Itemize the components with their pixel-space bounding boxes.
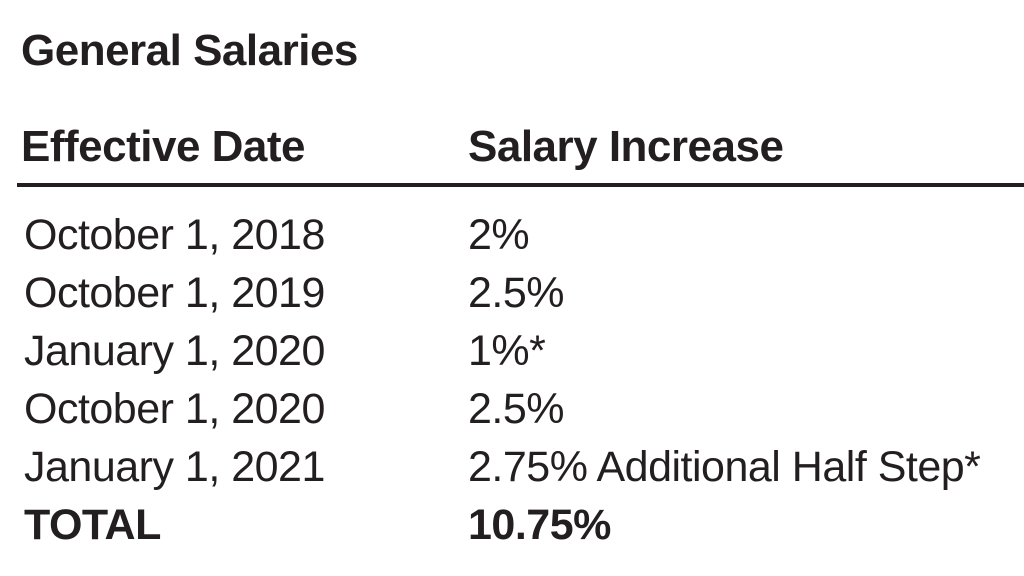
effective-date-cell: January 1, 2020 — [24, 327, 325, 375]
effective-date-cell: October 1, 2019 — [24, 269, 325, 317]
table-row: January 1, 2020 1%* — [0, 322, 1024, 380]
effective-date-cell: October 1, 2020 — [24, 385, 325, 433]
salary-increase-cell: 2% — [468, 211, 530, 259]
section-title: General Salaries — [21, 26, 358, 75]
total-value-cell: 10.75% — [468, 501, 611, 549]
header-divider — [17, 183, 1024, 187]
salary-increase-cell: 2.75% Additional Half Step* — [468, 443, 981, 491]
total-label-cell: TOTAL — [24, 501, 161, 549]
salary-increase-cell: 2.5% — [468, 269, 565, 317]
table-row: October 1, 2020 2.5% — [0, 380, 1024, 438]
table-row: January 1, 2021 2.75% Additional Half St… — [0, 438, 1024, 496]
table-body: October 1, 2018 2% October 1, 2019 2.5% … — [0, 206, 1024, 554]
effective-date-cell: October 1, 2018 — [24, 211, 325, 259]
table-header-row: Effective Date Salary Increase — [21, 125, 1024, 169]
column-header-effective-date: Effective Date — [21, 122, 306, 171]
column-header-salary-increase: Salary Increase — [468, 122, 784, 171]
table-total-row: TOTAL 10.75% — [0, 496, 1024, 554]
salary-increase-cell: 2.5% — [468, 385, 565, 433]
salary-increase-cell: 1%* — [468, 327, 546, 375]
effective-date-cell: January 1, 2021 — [24, 443, 325, 491]
table-row: October 1, 2018 2% — [0, 206, 1024, 264]
table-row: October 1, 2019 2.5% — [0, 264, 1024, 322]
